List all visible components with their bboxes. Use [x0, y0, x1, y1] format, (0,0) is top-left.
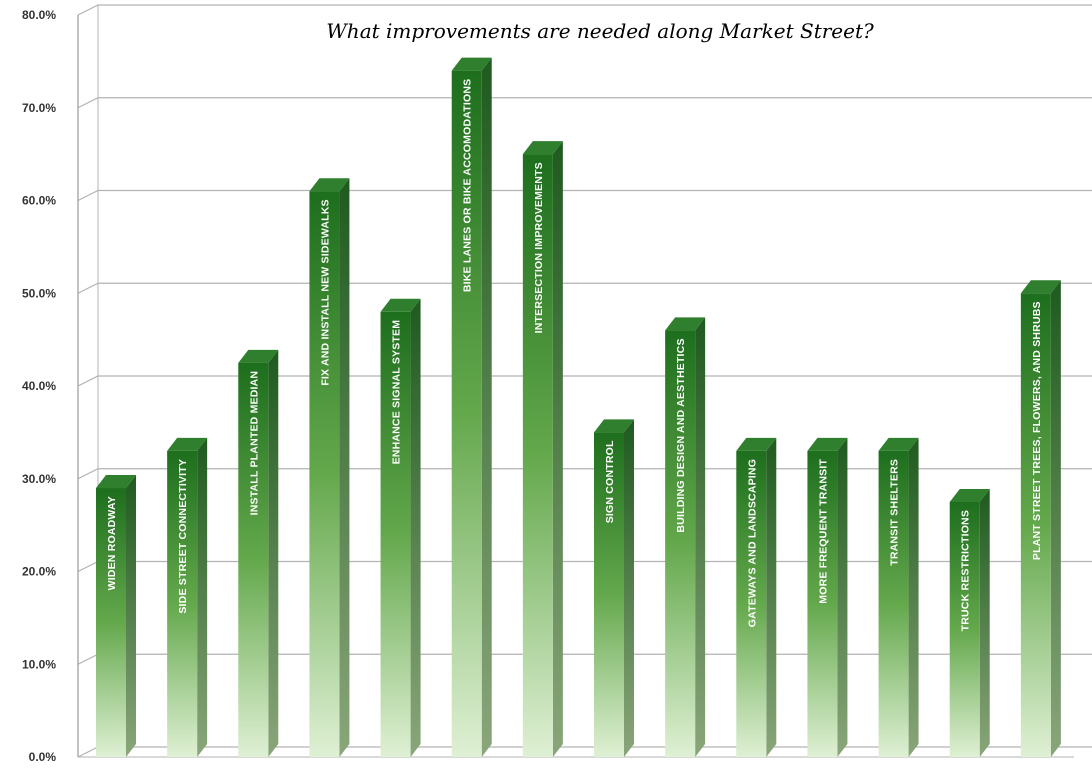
bar-top [665, 317, 706, 331]
bar-side [695, 317, 706, 757]
bar-label: INTERSECTION IMPROVEMENTS [533, 162, 545, 333]
gridline [77, 375, 1092, 387]
y-axis: 0.0% 10.0% 20.0% 30.0% 40.0% 50.0% 60.0% 70.0% 8… [22, 5, 1074, 764]
y-tick-label: 40.0% [22, 379, 56, 393]
bar [949, 501, 980, 757]
bar [665, 330, 696, 757]
y-tick-label: 0.0% [29, 750, 57, 764]
bar-group: GATEWAYS AND LANDSCAPING [736, 437, 777, 757]
bar-label: BIKE LANES OR BIKE ACCOMODATIONS [462, 79, 474, 293]
bar-label: FIX AND INSTALL NEW SIDEWALKS [319, 199, 331, 385]
bar-top [167, 437, 208, 451]
bar-label: TRUCK RESTRICTIONS [960, 510, 972, 631]
bar-label: SIGN CONTROL [604, 440, 616, 523]
y-tick-label: 20.0% [22, 565, 56, 579]
gridline [77, 4, 1092, 16]
bar-top [451, 57, 492, 71]
chart-title: What improvements are needed along Marke… [326, 19, 874, 43]
y-tick-label: 60.0% [22, 194, 56, 208]
gridline [77, 97, 1092, 109]
bar-label: TRANSIT SHELTERS [889, 459, 901, 566]
y-tick-label: 30.0% [22, 472, 56, 486]
y-tick-label: 50.0% [22, 286, 56, 300]
bar-group: INTERSECTION IMPROVEMENTS [522, 141, 563, 757]
gridline [77, 282, 1092, 294]
bar [807, 450, 838, 757]
y-tick-label: 80.0% [22, 8, 56, 22]
bar-side [481, 57, 492, 757]
bar-side [552, 141, 563, 757]
bar-group: MORE FREQUENT TRANSIT [807, 437, 848, 757]
bar-label: ENHANCE SIGNAL SYSTEM [391, 320, 403, 465]
bar-top [309, 178, 350, 192]
bar-group: SIDE STREET CONNECTIVITY [167, 437, 208, 757]
bar [1020, 293, 1051, 757]
gridline [77, 746, 1092, 758]
bar [96, 488, 126, 757]
bar-side [837, 437, 848, 757]
gridline [77, 468, 1092, 480]
bar-side [268, 349, 279, 757]
bar-group: FIX AND INSTALL NEW SIDEWALKS [309, 178, 350, 758]
bar-top [949, 488, 990, 502]
bar-group: INSTALL PLANTED MEDIAN [238, 349, 279, 757]
bar [594, 432, 624, 757]
bar-side [908, 437, 919, 757]
bar-label: MORE FREQUENT TRANSIT [817, 459, 829, 604]
bar [451, 70, 482, 757]
bar-side [410, 298, 421, 757]
bar-group: BUILDING DESIGN AND AESTHETICS [665, 317, 706, 757]
bar-group: ENHANCE SIGNAL SYSTEM [380, 298, 421, 757]
bar [522, 154, 553, 757]
bars: WIDEN ROADWAY SIDE STREET CONNECTIVITY INS… [96, 57, 1061, 758]
bar-side [979, 488, 990, 757]
bar-label: BUILDING DESIGN AND AESTHETICS [675, 338, 687, 532]
bar [238, 362, 269, 757]
bar-side [766, 437, 777, 757]
gridline [77, 189, 1092, 202]
bar-group: PLANT STREET TREES, FLOWERS, AND SHRUBS [1020, 280, 1061, 757]
y-tick-label: 70.0% [22, 101, 56, 115]
bar-top [878, 437, 919, 451]
bar-label: WIDEN ROADWAY [106, 496, 118, 590]
bar-side [126, 475, 136, 757]
bar-group: SIGN CONTROL [594, 419, 634, 757]
bar-group: TRANSIT SHELTERS [878, 437, 919, 757]
gridline [77, 560, 1092, 573]
bar-top [380, 298, 421, 312]
bar-side [624, 419, 634, 757]
bar [309, 191, 340, 758]
bar-side [197, 437, 208, 757]
bar-top [594, 419, 634, 433]
bar-top [736, 437, 777, 451]
bar-top [1020, 280, 1061, 294]
y-tick-label: 10.0% [22, 657, 56, 671]
bar-top [238, 349, 279, 363]
bar-label: GATEWAYS AND LANDSCAPING [746, 459, 758, 627]
bar [878, 450, 909, 757]
bar [736, 450, 767, 757]
bar-group: WIDEN ROADWAY [96, 475, 136, 757]
bar-label: INSTALL PLANTED MEDIAN [248, 371, 260, 516]
bar [380, 311, 411, 757]
gridline [77, 653, 1092, 665]
gridlines [77, 4, 1092, 758]
bar-side [1050, 280, 1061, 757]
bar-top [522, 141, 563, 155]
bar-group: BIKE LANES OR BIKE ACCOMODATIONS [451, 57, 492, 757]
bar-group: TRUCK RESTRICTIONS [949, 488, 990, 757]
bar-label: SIDE STREET CONNECTIVITY [177, 459, 189, 614]
bar-label: PLANT STREET TREES, FLOWERS, AND SHRUBS [1031, 301, 1043, 560]
bar-top [807, 437, 848, 451]
bar-side [339, 178, 350, 758]
bar [167, 450, 198, 757]
bar-top [96, 475, 136, 489]
